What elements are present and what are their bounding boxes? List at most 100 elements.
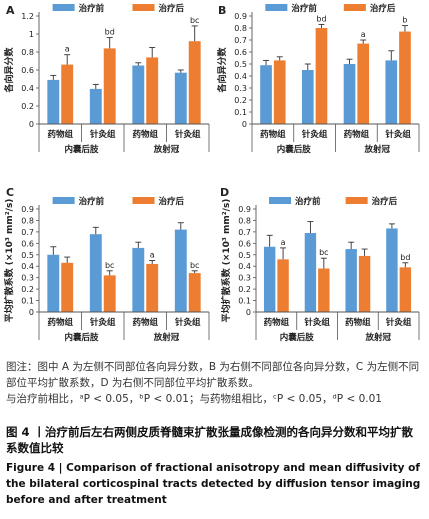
- panel-label: C: [6, 186, 14, 199]
- bar-before: [89, 234, 102, 312]
- figure-title-english: Figure 4 | Comparison of fractional anis…: [6, 462, 421, 506]
- bar-after: [146, 263, 159, 312]
- y-tick-label: 1: [29, 30, 34, 39]
- y-tick-label: 0.4: [21, 84, 34, 93]
- category-label: 药物组: [47, 129, 73, 140]
- y-tick-label: 0.3: [21, 274, 34, 283]
- y-axis-label: 平均扩散系数 (×10³ mm²/s): [3, 199, 15, 323]
- y-tick-label: 0.8: [238, 216, 251, 225]
- significance-label: bc: [190, 261, 199, 270]
- significance-label: bc: [319, 248, 328, 257]
- category-label: 针灸组: [90, 317, 116, 328]
- legend-swatch-after: [132, 4, 155, 11]
- bar-after: [315, 28, 328, 124]
- legend-label-after: 治疗后: [159, 196, 185, 207]
- y-tick-label: 0.6: [238, 239, 251, 248]
- legend-label-before: 治疗前: [79, 196, 105, 207]
- y-tick-label: 0.9: [234, 12, 247, 21]
- bar-after: [273, 60, 286, 124]
- bar-after: [399, 31, 411, 125]
- y-tick-label: 0.5: [238, 251, 251, 260]
- bar-after: [103, 48, 116, 124]
- significance-label: b: [402, 16, 407, 25]
- legend-swatch-before: [265, 4, 288, 11]
- figure-title-chinese: 图 4 丨治疗前后左右两侧皮质脊髓束扩散张量成像检测的各向异分数和平均扩散系数值…: [6, 425, 414, 455]
- figure-note: 图注：图中 A 为左侧不同部位各向异分数，B 为右侧不同部位各向异分数，C 为左…: [6, 361, 420, 389]
- group-label: 内囊后肢: [64, 332, 99, 343]
- y-tick-label: 0.4: [21, 262, 34, 271]
- legend-label-before: 治疗前: [79, 3, 105, 14]
- y-tick-label: 0.2: [238, 285, 251, 294]
- bar-before: [260, 65, 272, 124]
- y-tick-label: 0.7: [238, 228, 251, 237]
- category-label: 药物组: [264, 317, 290, 328]
- legend-label-after: 治疗后: [159, 3, 185, 14]
- bar-after: [277, 259, 289, 312]
- bar-before: [174, 72, 187, 124]
- y-tick-label: 0.8: [234, 24, 247, 33]
- y-tick-label: 0.5: [234, 60, 247, 69]
- bar-after: [318, 268, 330, 312]
- chart-panel-d: D 0 0.1 0.2 0.3 0.4 0.5 0.6 0.7 0.8 0.9 平均扩散系数 (×10…: [220, 186, 420, 343]
- bar-after: [188, 273, 201, 312]
- category-label: 药物组: [345, 317, 371, 328]
- y-tick-label: 0.1: [234, 108, 247, 117]
- legend-swatch-before: [269, 197, 292, 204]
- bar-before: [174, 229, 187, 312]
- bar-before: [89, 88, 102, 124]
- chart-panel-c: C 0 0.1 0.2 0.3 0.4 0.5 0.6 0.7 0.8 0.9 平均扩散系数 (×10…: [3, 186, 210, 343]
- group-label: 内囊后肢: [280, 332, 315, 343]
- y-tick-label: 0.7: [234, 36, 247, 45]
- y-tick-label: 0.2: [234, 96, 247, 105]
- category-label: 针灸组: [175, 129, 201, 140]
- y-tick-label: 0.1: [21, 297, 34, 306]
- y-tick-label: 0.9: [238, 205, 251, 214]
- legend-swatch-before: [52, 197, 75, 204]
- group-label: 内囊后肢: [64, 144, 99, 155]
- group-label: 放射冠: [363, 144, 390, 155]
- y-tick-label: 0.4: [234, 72, 247, 81]
- y-axis-label: 各向异分数: [3, 47, 15, 94]
- significance-label: bd: [316, 14, 326, 23]
- bar-after: [61, 64, 74, 124]
- legend-swatch-after: [345, 197, 368, 204]
- category-label: 药物组: [132, 317, 158, 328]
- category-label: 针灸组: [386, 317, 412, 328]
- y-tick-label: 0.5: [21, 251, 34, 260]
- y-tick-label: 0.7: [21, 228, 34, 237]
- significance-label: bd: [400, 253, 410, 262]
- y-tick-label: 0.2: [21, 102, 34, 111]
- significance-label: bc: [190, 16, 199, 25]
- group-label: 内囊后肢: [277, 144, 312, 155]
- bar-before: [301, 70, 314, 124]
- y-tick-label: 0.6: [21, 66, 34, 75]
- significance-label: bc: [105, 261, 114, 270]
- y-tick-label: 0.9: [21, 205, 34, 214]
- legend-label-before: 治疗前: [295, 196, 321, 207]
- bar-before: [345, 249, 357, 312]
- y-tick-label: 0.6: [234, 48, 247, 57]
- bar-after: [61, 262, 74, 312]
- category-label: 药物组: [260, 129, 286, 140]
- panel-label: B: [218, 4, 226, 17]
- legend-label-after: 治疗后: [372, 196, 398, 207]
- y-tick-label: 0: [29, 308, 34, 317]
- bar-after: [358, 255, 371, 312]
- panel-label: D: [220, 186, 229, 199]
- bar-before: [132, 65, 145, 124]
- legend-swatch-after: [132, 197, 155, 204]
- significance-note: 与治疗前相比，ᵃP < 0.05，ᵇP < 0.01；与药物组相比，ᶜP < 0…: [6, 393, 382, 405]
- y-tick-label: 1.2: [21, 12, 34, 21]
- chart-panel-a: A 0 0.2 0.4 0.6 0.8 1 1.2 各向异分数 a 药物组 bd 针灸组 药物组 bc 针灸组…: [3, 3, 210, 155]
- bar-before: [386, 228, 398, 312]
- significance-label: a: [65, 45, 70, 54]
- y-tick-label: 0.2: [21, 285, 34, 294]
- y-tick-label: 0.4: [238, 262, 251, 271]
- group-label: 放射冠: [364, 332, 391, 343]
- category-label: 针灸组: [175, 317, 201, 328]
- y-tick-label: 0: [246, 308, 251, 317]
- y-tick-label: 0: [242, 120, 247, 129]
- category-label: 针灸组: [90, 129, 116, 140]
